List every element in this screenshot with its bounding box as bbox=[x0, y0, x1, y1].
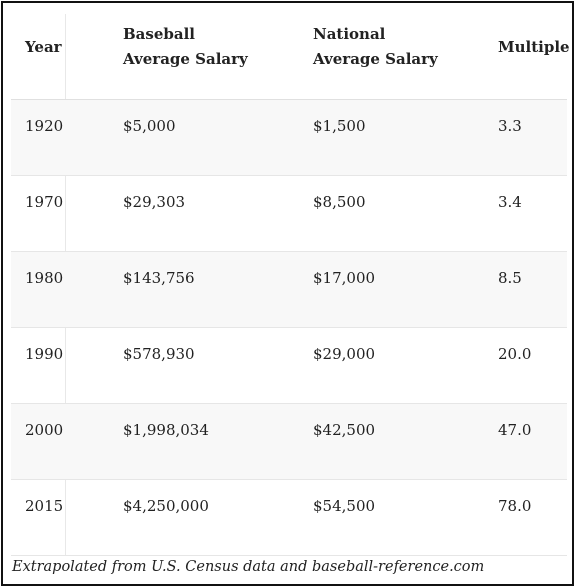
cell-national-salary: $29,000 bbox=[313, 345, 376, 363]
cell-baseball-salary: $5,000 bbox=[123, 117, 176, 135]
cell-national-salary: $54,500 bbox=[313, 497, 376, 515]
header-national-line1: National bbox=[313, 25, 386, 43]
cell-national-salary: $17,000 bbox=[313, 269, 376, 287]
header-national-average-salary: National Average Salary bbox=[255, 22, 443, 72]
cell-multiple: 47.0 bbox=[498, 421, 532, 439]
cell-multiple: 78.0 bbox=[498, 497, 532, 515]
header-multiple: Multiple bbox=[498, 38, 570, 56]
cell-baseball-salary: $1,998,034 bbox=[123, 421, 209, 439]
cell-year: 2015 bbox=[25, 497, 64, 515]
cell-year: 1980 bbox=[25, 269, 64, 287]
table-header-row: Year Baseball Average Salary National Av… bbox=[11, 14, 570, 100]
cell-multiple: 3.3 bbox=[498, 117, 522, 135]
table-row: 1920 $5,000 $1,500 3.3 bbox=[11, 100, 567, 176]
cell-baseball-salary: $4,250,000 bbox=[123, 497, 209, 515]
table-row: 1990 $578,930 $29,000 20.0 bbox=[11, 328, 567, 404]
header-baseball-line1: Baseball bbox=[123, 25, 195, 43]
source-caption: Extrapolated from U.S. Census data and b… bbox=[12, 559, 485, 575]
cell-year: 2000 bbox=[25, 421, 64, 439]
header-year: Year bbox=[25, 38, 62, 56]
cell-baseball-salary: $29,303 bbox=[123, 193, 186, 211]
cell-national-salary: $42,500 bbox=[313, 421, 376, 439]
cell-year: 1920 bbox=[25, 117, 64, 135]
table-row: 2015 $4,250,000 $54,500 78.0 bbox=[11, 480, 567, 556]
header-national-line2: Average Salary bbox=[313, 50, 438, 68]
table-row: 2000 $1,998,034 $42,500 47.0 bbox=[11, 404, 567, 480]
table-row: 1980 $143,756 $17,000 8.5 bbox=[11, 252, 567, 328]
cell-multiple: 20.0 bbox=[498, 345, 532, 363]
cell-year: 1970 bbox=[25, 193, 64, 211]
salary-table: Year Baseball Average Salary National Av… bbox=[11, 14, 570, 556]
header-baseball-line2: Average Salary bbox=[123, 50, 248, 68]
cell-national-salary: $1,500 bbox=[313, 117, 366, 135]
cell-multiple: 3.4 bbox=[498, 193, 522, 211]
cell-national-salary: $8,500 bbox=[313, 193, 366, 211]
table-row: 1970 $29,303 $8,500 3.4 bbox=[11, 176, 567, 252]
header-baseball-average-salary: Baseball Average Salary bbox=[65, 22, 255, 72]
cell-baseball-salary: $143,756 bbox=[123, 269, 195, 287]
cell-baseball-salary: $578,930 bbox=[123, 345, 195, 363]
cell-year: 1990 bbox=[25, 345, 64, 363]
cell-multiple: 8.5 bbox=[498, 269, 522, 287]
